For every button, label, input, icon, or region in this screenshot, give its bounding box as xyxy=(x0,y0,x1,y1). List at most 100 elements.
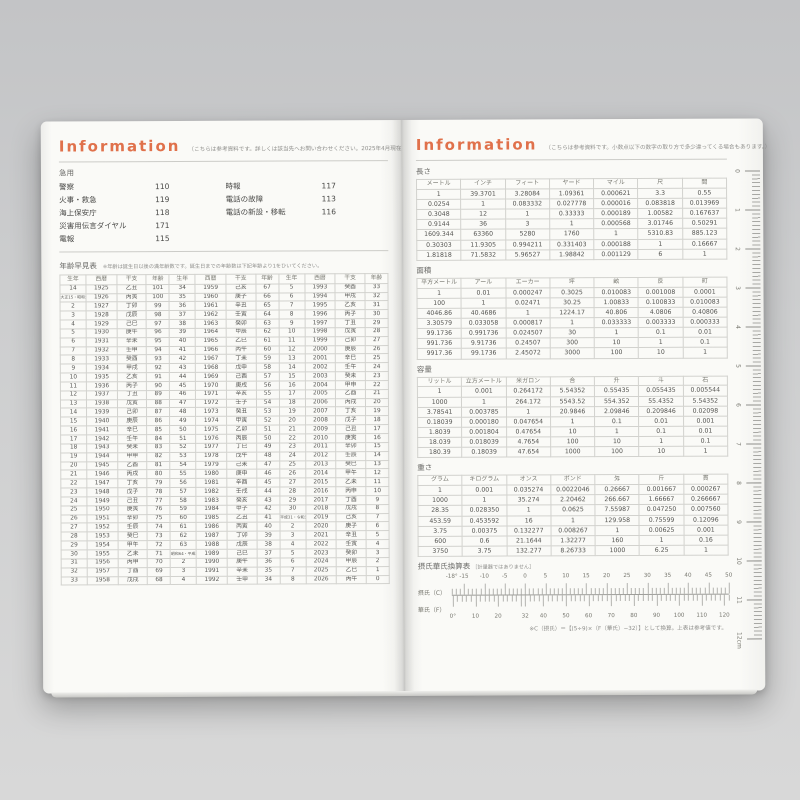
temperature-title-note: ［計量器ではありません］ xyxy=(472,564,535,571)
celsius-tick xyxy=(537,588,539,595)
emergency-item-number: 110 xyxy=(155,182,170,192)
fahrenheit-tick-label: 70 xyxy=(607,613,615,620)
fahrenheit-tick xyxy=(507,595,509,602)
fahrenheit-tick xyxy=(470,595,472,602)
fahrenheit-tick xyxy=(728,594,730,601)
data-table: 平方メートル アール エーカー坪畝反町 1 0.01 0.000247 0.3025 0.01… xyxy=(416,276,728,359)
celsius-tick xyxy=(472,588,474,595)
celsius-tick xyxy=(488,588,490,595)
fahrenheit-tick xyxy=(579,595,581,602)
fahrenheit-tick xyxy=(588,595,590,607)
celsius-tick xyxy=(565,583,567,595)
data-table: メートル インチ フィート ヤード マイル尺間 1 39.3701 3.28084 1.0936… xyxy=(416,178,727,261)
weight-section: 重さ グラム キログラム オンス ポンド匁斤貫 1 0.001 0.035274 0.0022… xyxy=(417,461,729,557)
celsius-tick xyxy=(492,588,494,595)
ruler-cm-label: 2 xyxy=(733,247,741,251)
celsius-tick xyxy=(569,588,571,595)
fahrenheit-label: 華氏（F） xyxy=(417,606,446,614)
ruler-cm-label: 1 xyxy=(733,208,741,212)
celsius-tick xyxy=(622,588,624,595)
area-table: 平方メートル アール エーカー坪畝反町 1 0.01 0.000247 0.3025 0.01… xyxy=(416,276,728,359)
celsius-tick-label: 40 xyxy=(684,572,692,579)
emergency-list: 警察 110 火事・救急 119 海上保安庁 118 災害用伝言ダイヤル 171 電報 115 時… xyxy=(59,179,388,245)
celsius-tick xyxy=(594,588,596,595)
fahrenheit-tick xyxy=(697,594,699,601)
emergency-item-number: 116 xyxy=(321,207,336,217)
celsius-tick xyxy=(688,582,690,594)
fahrenheit-tick xyxy=(534,595,536,602)
fahrenheit-tick xyxy=(552,595,554,602)
celsius-tick xyxy=(582,588,584,595)
emergency-item-label: 海上保安庁 xyxy=(59,208,97,218)
temperature-section: 摂氏華氏換算表 ［計量器ではありません］ 摂氏（C） 華氏（F） -18° -15-… xyxy=(417,560,733,633)
fahrenheit-tick xyxy=(543,595,545,607)
ruler-cm-label: 10 xyxy=(735,557,743,565)
fahrenheit-tick xyxy=(633,595,635,607)
fahrenheit-tick xyxy=(638,595,640,602)
fahrenheit-tick xyxy=(475,595,477,607)
age-table: 生年 西暦 干支 年齢 生年 西暦 干支 年齢 生年 西暦 干支 年齢 14 1925 乙丑 101 34 195… xyxy=(59,273,390,586)
ruler-cm-label: 12cm xyxy=(735,632,743,649)
fahrenheit-tick xyxy=(710,594,712,601)
celsius-tick xyxy=(712,587,714,594)
fahrenheit-tick xyxy=(597,595,599,602)
celsius-tick-label: 15 xyxy=(582,573,590,580)
fahrenheit-tick xyxy=(574,595,576,602)
ruler-cm-label: 5 xyxy=(734,364,742,368)
fahrenheit-tick xyxy=(701,594,703,606)
fahrenheit-tick xyxy=(656,594,658,606)
fahrenheit-tick xyxy=(660,594,662,601)
emergency-item-label: 時報 xyxy=(225,181,241,191)
page-title: Information xyxy=(58,136,181,156)
table-row: 33 1958 戊戌 68 4 1992 壬申 34 8 2026 丙午 0 xyxy=(61,575,390,586)
table-row: 9917.36 99.1736 2.45072 3000 100 10 1 xyxy=(417,347,728,359)
celsius-tick-label: -15 xyxy=(459,573,469,580)
age-table-title: 年齢早見表 xyxy=(59,261,97,271)
age-table-note: ※年齢は誕生日以後の満年齢数です。誕生日までの年齢数は下記年齢より1をひいてくだ… xyxy=(102,263,323,271)
celsius-tick xyxy=(549,588,551,595)
table-row: 3750 3.75 132.277 8.26733 1000 6.25 1 xyxy=(418,545,729,557)
celsius-tick xyxy=(504,583,506,595)
fahrenheit-tick xyxy=(679,594,681,606)
fahrenheit-tick xyxy=(565,595,567,607)
fahrenheit-tick xyxy=(688,594,690,601)
fahrenheit-tick xyxy=(620,595,622,602)
emergency-item: 警察 110 xyxy=(59,180,222,194)
fahrenheit-tick-label: 120 xyxy=(719,612,730,619)
celsius-tick xyxy=(533,588,535,595)
fahrenheit-tick-label: 50 xyxy=(562,613,570,620)
open-notebook: Information （こちらは参考資料です。詳しくは該当先へお問い合わせくだ… xyxy=(40,118,770,694)
celsius-tick xyxy=(610,588,612,595)
celsius-tick xyxy=(643,588,645,595)
celsius-tick xyxy=(496,588,498,595)
celsius-tick xyxy=(696,587,698,594)
age-table-header: 年齢早見表 ※年齢は誕生日以後の満年齢数です。誕生日までの年齢数は下記年齢より1… xyxy=(59,256,388,273)
fahrenheit-tick xyxy=(669,594,672,601)
celsius-label: 摂氏（C） xyxy=(417,589,447,597)
celsius-tick xyxy=(574,588,576,595)
ruler-cm-tick xyxy=(745,248,761,250)
celsius-tick xyxy=(659,587,661,594)
celsius-tick xyxy=(557,588,559,595)
fahrenheit-tick xyxy=(615,595,617,602)
fahrenheit-tick-label: 80 xyxy=(630,613,638,620)
temp-scale-canvas: -18° -15 -10 -5 0 5 10 15 20 25 30 35 40 45 50 0° 10 20 32… xyxy=(446,572,733,622)
celsius-tick-label: 10 xyxy=(562,573,570,580)
area-title: 面積 xyxy=(416,265,432,275)
fahrenheit-tick xyxy=(570,595,572,602)
celsius-tick xyxy=(679,587,681,594)
emergency-item-number: 113 xyxy=(321,194,336,204)
emergency-item-number: 119 xyxy=(155,195,170,205)
ruler-cm-tick xyxy=(744,170,760,172)
celsius-tick xyxy=(631,588,633,595)
fahrenheit-tick xyxy=(484,595,486,602)
celsius-tick xyxy=(578,588,580,595)
celsius-tick xyxy=(480,588,482,595)
celsius-tick xyxy=(541,588,543,595)
fahrenheit-tick-label: 20 xyxy=(494,613,502,620)
divider xyxy=(415,158,727,161)
weight-title: 重さ xyxy=(417,463,433,473)
celsius-tick-label: 5 xyxy=(543,573,548,580)
fahrenheit-tick xyxy=(493,595,495,602)
